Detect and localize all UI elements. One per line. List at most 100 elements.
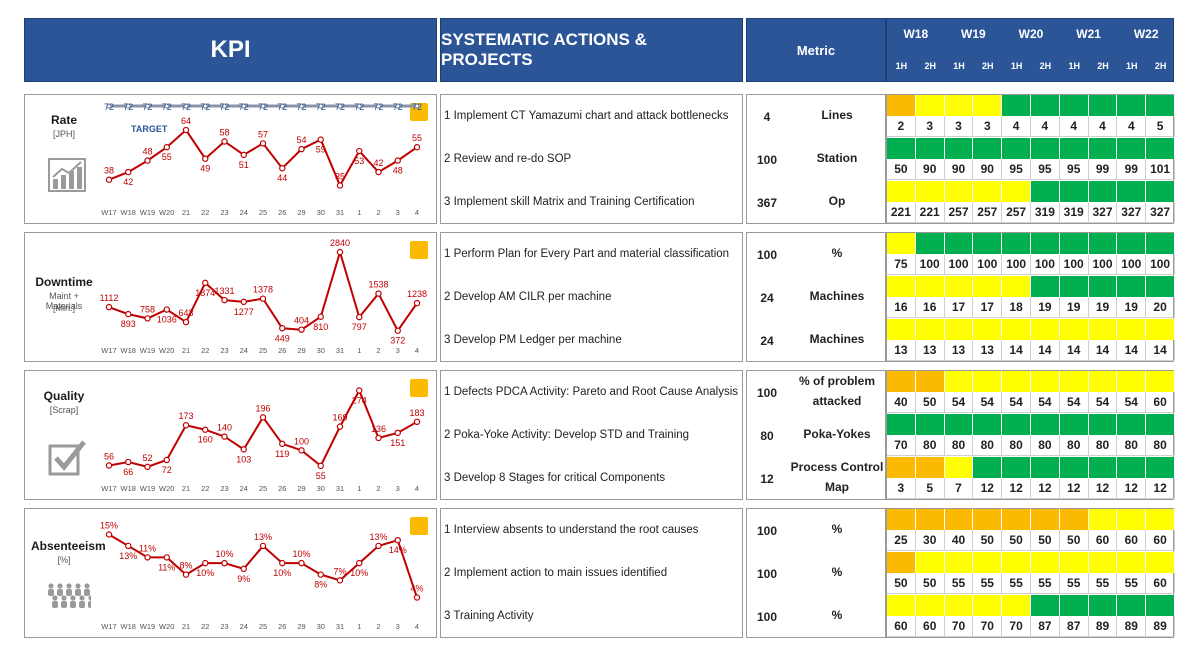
data-point	[240, 151, 247, 159]
target-value-label: 72	[296, 102, 306, 112]
metric-target: 12	[760, 472, 774, 486]
status-color-cell	[1088, 138, 1118, 159]
data-point	[202, 155, 209, 162]
data-point	[163, 554, 170, 561]
data-label: 404	[294, 316, 309, 326]
status-color-cell	[1059, 95, 1089, 116]
x-tick-label: W19	[140, 346, 155, 355]
status-color-cell	[1002, 457, 1031, 478]
data-label: 10%	[350, 568, 368, 578]
status-color-cell	[944, 414, 974, 435]
action-item: 1 Interview absents to understand the ro…	[444, 524, 699, 536]
data-point	[375, 434, 382, 442]
data-point	[298, 103, 305, 109]
status-value-cell: 14	[1146, 340, 1175, 361]
status-color-cell	[1088, 371, 1118, 392]
data-point	[375, 103, 382, 109]
half-label: 1H	[1068, 61, 1080, 71]
status-value-cell: 80	[1031, 435, 1060, 456]
data-point	[317, 462, 324, 470]
data-point	[375, 168, 382, 176]
data-point	[395, 103, 401, 109]
x-tick-label: 1	[357, 208, 361, 217]
status-color-cell	[973, 138, 1003, 159]
status-value-cell: 75	[887, 254, 916, 275]
status-value-cell: 55	[1002, 573, 1031, 594]
target-value-label: 72	[277, 102, 287, 112]
data-point	[336, 248, 344, 256]
status-value-cell: 13	[915, 340, 945, 361]
x-tick-label: W17	[101, 622, 116, 631]
status-value-cell: 54	[1031, 392, 1060, 413]
status-value-cell: 87	[1031, 616, 1060, 637]
x-tick-label: W17	[101, 346, 116, 355]
status-value-cell: 221	[915, 202, 945, 223]
data-label: 42	[123, 177, 133, 187]
kpi-unit: [%]	[57, 555, 71, 565]
metric-target: 80	[760, 429, 774, 443]
status-color-cell	[1117, 457, 1147, 478]
data-point	[260, 103, 266, 109]
x-tick-label: 29	[297, 208, 305, 217]
status-value-cell: 50	[887, 573, 916, 594]
data-point	[394, 429, 401, 437]
kpi-line-chart: W17 W18 W19 W20 21 22 23 24 25 26 29 30 31 1 2 3 415%13%…	[100, 520, 424, 631]
status-color-cell	[1002, 276, 1031, 297]
action-item: 1 Perform Plan for Every Part and materi…	[444, 248, 730, 260]
metric-unit: Machines	[809, 332, 865, 346]
target-value-label: 72	[104, 102, 114, 112]
x-tick-label: W18	[121, 622, 136, 631]
status-value-cell: 12	[973, 478, 1003, 499]
status-color-cell	[887, 138, 916, 159]
status-value-cell: 54	[973, 392, 1003, 413]
status-value-cell: 70	[1002, 616, 1031, 637]
data-point	[105, 303, 113, 311]
status-value-cell: 100	[1031, 254, 1060, 275]
data-label: 274	[352, 396, 367, 406]
status-value-cell: 12	[1146, 478, 1175, 499]
data-label: 810	[313, 322, 328, 332]
data-point	[182, 571, 190, 578]
actions-header: SYSTEMATIC ACTIONS & PROJECTS	[440, 18, 743, 82]
data-point	[105, 462, 113, 469]
status-color-cell	[944, 138, 974, 159]
data-point	[356, 387, 363, 394]
data-point	[279, 325, 286, 332]
status-value-cell: 80	[944, 435, 974, 456]
target-value-label: 72	[335, 102, 345, 112]
status-value-cell: 89	[1117, 616, 1147, 637]
status-color-cell	[1059, 233, 1089, 254]
status-indicator	[410, 379, 428, 397]
status-value-cell: 18	[1002, 297, 1031, 318]
status-value-cell: 4	[1088, 116, 1118, 137]
x-tick-label: 22	[201, 622, 209, 631]
status-value-cell: 2	[887, 116, 916, 137]
status-color-cell	[1002, 138, 1031, 159]
data-point	[221, 138, 228, 145]
status-color-cell	[944, 371, 974, 392]
target-value-label: 72	[200, 102, 210, 112]
status-value-cell: 3	[887, 478, 916, 499]
data-point	[413, 594, 421, 601]
x-tick-label: 24	[240, 622, 248, 631]
status-value-cell: 319	[1059, 202, 1089, 223]
week-label: W20	[1018, 27, 1044, 41]
data-label: 797	[352, 322, 367, 332]
action-item: 1 Defects PDCA Activity: Pareto and Root…	[444, 386, 739, 398]
week-label: W21	[1076, 27, 1101, 41]
data-point	[202, 559, 209, 567]
data-point	[221, 433, 228, 440]
data-label: 196	[255, 403, 270, 413]
status-value-cell: 14	[1059, 340, 1089, 361]
x-tick-label: 29	[297, 346, 305, 355]
data-point	[317, 313, 324, 320]
status-color-cell	[1031, 276, 1060, 297]
actions-panel: 1 Perform Plan for Every Part and materi…	[440, 232, 743, 362]
status-color-cell	[887, 276, 916, 297]
status-color-cell	[1146, 276, 1175, 297]
status-value-cell: 55	[973, 573, 1003, 594]
data-label: 1378	[253, 285, 273, 295]
target-value-label: 72	[258, 102, 268, 112]
data-label: 59	[316, 145, 326, 155]
status-color-cell	[944, 552, 974, 573]
